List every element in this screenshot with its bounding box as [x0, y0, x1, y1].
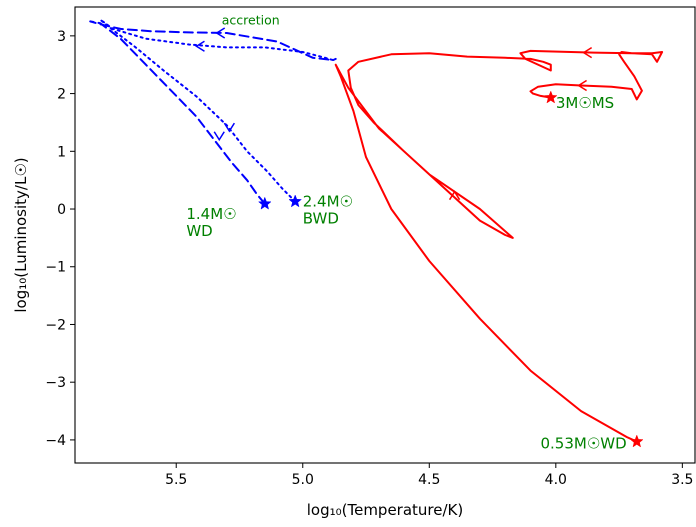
plot-frame: [74, 6, 696, 464]
y-tick-label: −1: [45, 260, 66, 276]
series-blue-dotted-line: [99, 18, 335, 203]
annotation-label: 3M☉MS: [556, 94, 614, 112]
annotation-label: 1.4M☉ WD: [186, 205, 236, 240]
x-axis-title: log₁₀(Temperature/K): [307, 501, 464, 519]
arrow-blue-dashed: [213, 131, 225, 142]
arrow-red: [582, 46, 593, 59]
arrow-blue-dashed: [215, 27, 226, 39]
y-tick-label: −4: [45, 433, 66, 449]
arrow-blue-dotted: [195, 40, 205, 52]
x-tick-label: 4.5: [418, 472, 440, 488]
arrow-blue-dotted: [223, 122, 236, 133]
y-tick-label: 1: [57, 144, 66, 160]
series-blue-dotted-start-marker: [288, 194, 302, 208]
arrow-red: [577, 79, 587, 92]
x-tick-label: 5.0: [292, 472, 314, 488]
arrow-red: [448, 190, 461, 201]
series-red-start-marker: [543, 90, 558, 104]
annotation-label: 0.53M☉WD: [541, 435, 627, 453]
annotations: 3M☉MS 0.53M☉WD 1.4M☉ WD 2.4M☉ BWD accretion: [186, 12, 626, 452]
series-red-end-marker: [629, 434, 644, 448]
series-blue-dashed-start-marker: [257, 196, 272, 210]
x-tick-label: 5.5: [165, 472, 187, 488]
x-tick-label: 3.5: [671, 472, 693, 488]
y-tick-label: 0: [57, 202, 66, 218]
series-blue-dashed-line: [89, 20, 337, 205]
plot-area: [89, 18, 664, 448]
y-axis-title: log₁₀(Luminosity/L☉): [12, 157, 30, 312]
annotation-label: accretion: [222, 12, 280, 27]
series-red-line: [334, 49, 664, 443]
x-axis-ticks: 5.5 5.0 4.5 4.0 3.5: [165, 463, 693, 488]
y-tick-label: −2: [45, 317, 66, 333]
y-tick-label: −3: [45, 375, 66, 391]
y-axis-ticks: 3 2 1 0 −1 −2 −3 −4: [45, 29, 75, 449]
y-tick-label: 2: [57, 87, 66, 103]
annotation-label: 2.4M☉ BWD: [303, 193, 353, 228]
y-tick-label: 3: [57, 29, 66, 45]
x-tick-label: 4.0: [545, 472, 567, 488]
